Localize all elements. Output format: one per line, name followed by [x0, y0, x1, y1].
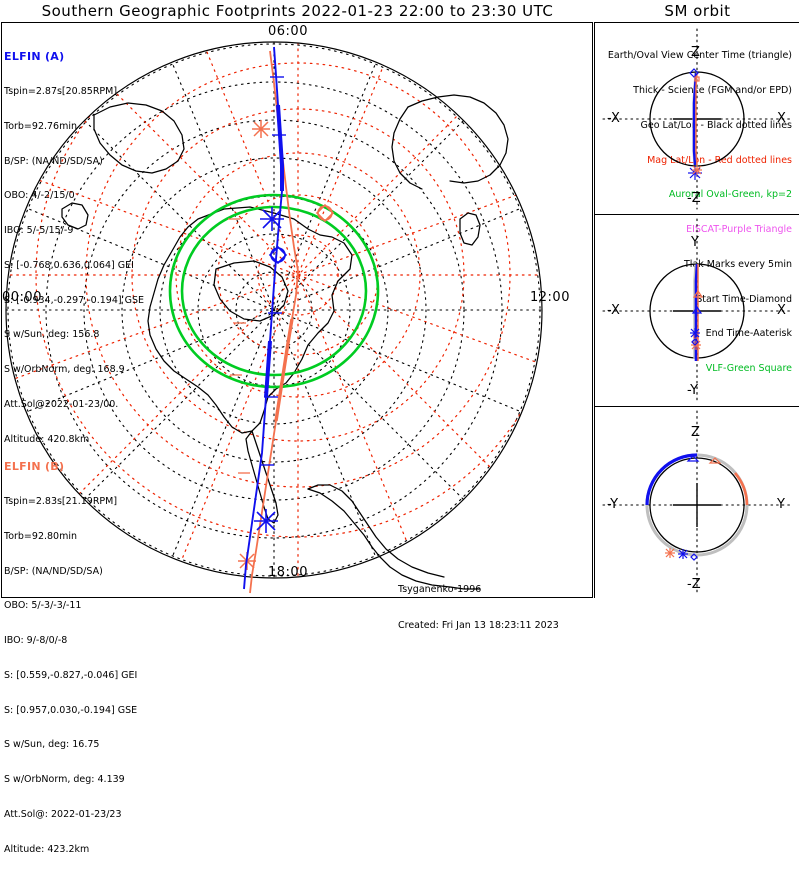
- sm-orbit-panel[interactable]: Z -Z -X X: [594, 22, 799, 598]
- legend-item-end-time: End Time-Aaterisk: [705, 328, 792, 340]
- elfin-b-altitude: Altitude: 423.2km: [4, 843, 90, 855]
- sm-yz-label-top: Z: [691, 425, 700, 440]
- elfin-b-s-gei: S: [0.559,-0.827,-0.046] GEI: [4, 669, 138, 681]
- sm-yz-label-bottom: -Z: [687, 577, 701, 592]
- elfin-a-s-gse: S: [-0.934,-0.297,-0.194] GSE: [4, 294, 144, 306]
- polar-footprint-panel[interactable]: [1, 22, 593, 598]
- elfin-b-bsp: B/SP: (NA/ND/SD/SA): [4, 565, 103, 577]
- elfin-b-obo: OBO: 5/-3/-3/-11: [4, 600, 82, 612]
- legend-item-center-time: Earth/Oval View Center Time (triangle): [607, 50, 792, 62]
- credit-created: Created: Fri Jan 13 18:23:11 2023: [398, 620, 559, 631]
- auroral-oval: [168, 193, 380, 389]
- legend-item-eiscat: EISCAT-Purple Triangle: [686, 224, 792, 236]
- legend-item-start-time: Start Time-Diamond: [696, 293, 792, 305]
- sm-panel-xy[interactable]: Y -Y -X X: [595, 215, 799, 407]
- mlt-label-06: 06:00: [268, 24, 308, 39]
- legend-item-auroral-oval: Auroral Oval-Green, kp=2: [668, 189, 792, 201]
- elfin-a-markers: [254, 76, 288, 533]
- mlt-label-00: 00:00: [2, 290, 42, 305]
- sm-xy-label-bottom: -Y: [687, 383, 699, 398]
- legend-item-vlf: VLF-Green Square: [705, 363, 792, 375]
- sm-xz-label-left: -X: [607, 111, 620, 126]
- elfin-b-info-block: ELFIN (B) Tspin=2.83s[21.19RPM] Torb=92.…: [4, 438, 137, 879]
- elfin-a-s-gei: S: [-0.768,0.636,0.064] GEI: [4, 259, 134, 271]
- screenshot-root: Southern Geographic Footprints 2022-01-2…: [1, 2, 799, 855]
- elfin-a-tspin: Tspin=2.87s[20.85RPM]: [4, 85, 118, 97]
- elfin-a-obo: OBO: 4/-2/15/0: [4, 190, 75, 202]
- elfin-a-title: ELFIN (A): [4, 50, 65, 64]
- sm-panel-xy-svg: [602, 218, 792, 404]
- elfin-b-s-gse: S: [0.957,0.030,-0.194] GSE: [4, 704, 138, 716]
- sm-panel-xz-svg: [602, 28, 792, 210]
- coastline-paths: [61, 94, 509, 590]
- elfin-a-ibo: IBO: 5/-5/15/-9: [4, 225, 74, 237]
- elfin-a-bsp: B/SP: (NA/ND/SD/SA): [4, 155, 103, 167]
- legend-item-thick-science: Thick - Science (FGM and/or EPD): [633, 84, 792, 96]
- sm-xy-label-top: Y: [691, 235, 699, 250]
- sm-xz-label-bottom: -Z: [687, 191, 701, 206]
- sm-orbit-title: SM orbit: [664, 2, 731, 20]
- elfin-b-s-sun: S w/Sun, deg: 16.75: [4, 739, 100, 751]
- sm-yz-label-left: -Y: [607, 497, 619, 512]
- elfin-a-attsol: Att.Sol@2022-01-23/00.: [4, 399, 119, 410]
- elfin-a-torb: Torb=92.76min: [4, 120, 78, 132]
- sm-xy-label-right: X: [777, 303, 786, 318]
- elfin-a-s-sun: S w/Sun, deg: 156.8: [4, 329, 100, 341]
- sm-panel-yz[interactable]: Z -Z -Y Y: [595, 407, 799, 598]
- elfin-b-s-orbnorm: S w/OrbNorm, deg: 4.139: [4, 774, 125, 786]
- credit-block: Tsyganenko-1996 Created: Fri Jan 13 18:2…: [398, 560, 559, 656]
- elfin-a-info-block: ELFIN (A) Tspin=2.87s[20.85RPM] Torb=92.…: [4, 28, 144, 469]
- elfin-b-attsol: Att.Sol@: 2022-01-23/23: [4, 809, 122, 820]
- elfin-b-tspin: Tspin=2.83s[21.19RPM]: [4, 495, 118, 507]
- sm-yz-label-right: Y: [777, 497, 785, 512]
- mlt-label-12: 12:00: [530, 290, 570, 305]
- mlt-label-18: 18:00: [268, 565, 308, 580]
- elfin-a-s-orbnorm: S w/OrbNorm, deg: 168.9: [4, 364, 125, 376]
- sm-xz-label-right: X: [777, 111, 786, 126]
- elfin-b-torb: Torb=92.80min: [4, 530, 78, 542]
- elfin-b-ibo: IBO: 9/-8/0/-8: [4, 635, 68, 647]
- polar-plot-svg: [5, 41, 543, 594]
- elfin-b-title: ELFIN (B): [4, 460, 65, 474]
- credit-model: Tsyganenko-1996: [398, 584, 482, 595]
- sm-panel-xz[interactable]: Z -Z -X X: [595, 23, 799, 215]
- sm-xz-label-top: Z: [691, 45, 700, 60]
- sm-panel-yz-svg: [602, 410, 792, 596]
- page-title: Southern Geographic Footprints 2022-01-2…: [41, 2, 554, 20]
- legend-item-mag-latlon: Mag Lat/Lon - Red dotted lines: [647, 154, 792, 166]
- elfin-a-altitude: Altitude: 420.8km: [4, 433, 90, 445]
- sm-xy-label-left: -X: [607, 303, 620, 318]
